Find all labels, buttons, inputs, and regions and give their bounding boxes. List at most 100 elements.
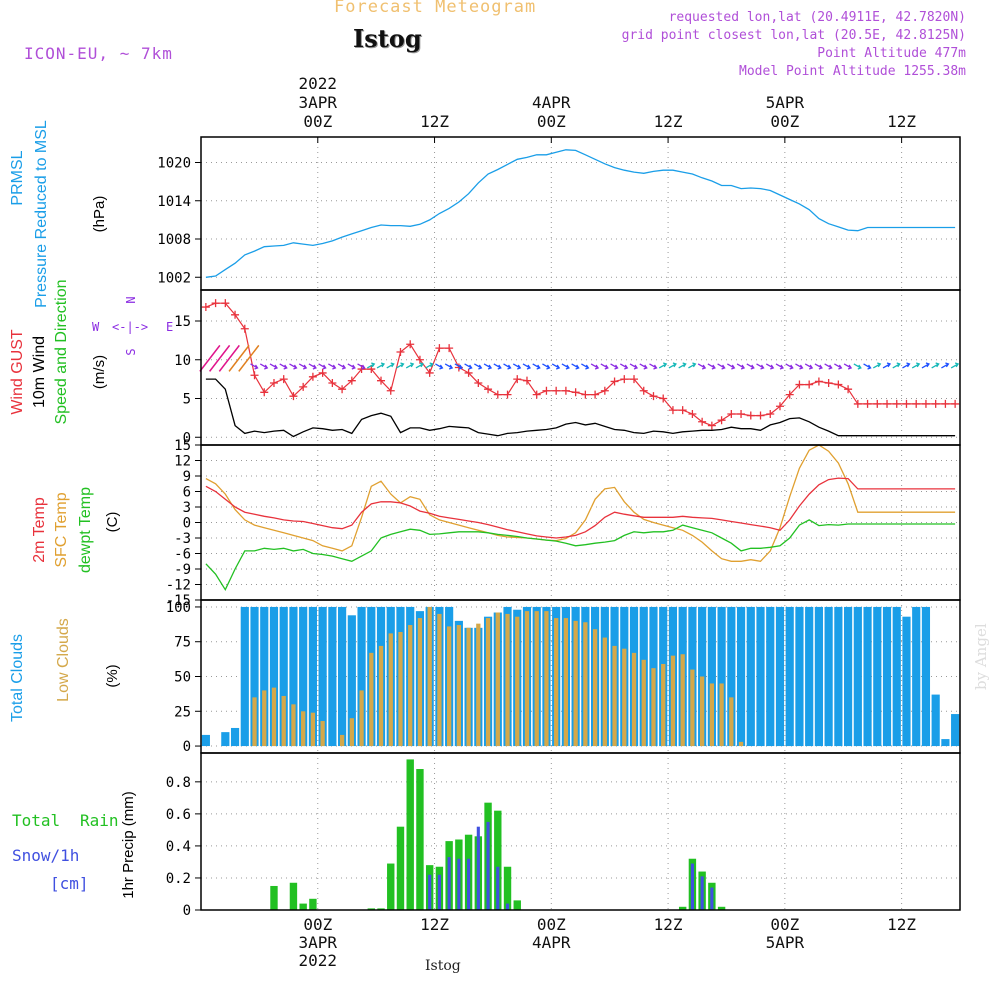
- gust-marker: [503, 390, 512, 399]
- total-clouds-bar: [707, 606, 716, 747]
- product-title: Forecast Meteogram: [334, 0, 537, 17]
- temperature-ytick-label: 12: [174, 454, 191, 470]
- wind-dir-arrow-strong: [228, 344, 250, 372]
- rain-bar: [503, 866, 512, 910]
- compass-e: E: [166, 320, 173, 334]
- low-clouds-bar: [699, 676, 705, 747]
- rain-bar: [367, 908, 375, 910]
- wind-dir-arrow: [717, 363, 726, 370]
- wind-dir-arrow: [911, 362, 921, 369]
- wind-dir-arrow: [522, 363, 531, 370]
- gust-marker: [668, 406, 677, 415]
- wind-dir-arrow: [425, 362, 434, 369]
- snow-bar: [457, 858, 461, 910]
- precip-ytick-label: 0.8: [166, 775, 191, 791]
- temperature-ytick-label: -15: [166, 593, 191, 609]
- gust-marker: [318, 368, 327, 377]
- total-clouds-bar: [230, 727, 240, 747]
- wind-dir-arrow: [289, 363, 298, 370]
- gust-marker: [347, 376, 356, 385]
- gust-marker: [542, 386, 551, 395]
- clouds-label-total: Total Clouds: [9, 634, 26, 722]
- wind-dir-arrow: [688, 362, 697, 369]
- wind-dir-arrow: [259, 363, 269, 370]
- gust-marker: [941, 399, 950, 408]
- wind-dir-arrow: [795, 363, 804, 370]
- point-altitude: Point Altitude 477m: [817, 46, 966, 61]
- snow-bar: [710, 887, 714, 910]
- precip-ytick-label: 0.2: [166, 871, 191, 887]
- pressure-ytick-label: 1014: [157, 194, 191, 210]
- wind-dir-arrow: [921, 362, 930, 369]
- low-clouds-bar: [476, 623, 481, 747]
- gust-marker: [201, 303, 210, 312]
- wind-ytick-label: 5: [183, 392, 191, 408]
- gust-marker: [698, 417, 707, 426]
- rain-bar: [416, 769, 424, 910]
- wind-dir-arrow: [405, 362, 415, 369]
- total-clouds-bar: [289, 606, 298, 747]
- gust-marker: [269, 379, 278, 387]
- wind-dir-arrow: [454, 363, 463, 370]
- gust-marker: [951, 399, 960, 408]
- low-clouds-bar: [573, 620, 578, 747]
- low-clouds-bar: [524, 611, 530, 747]
- pressure-panel-frame: [200, 136, 961, 291]
- low-clouds-bar: [709, 683, 715, 747]
- low-clouds-bar: [446, 626, 452, 747]
- gust-marker: [727, 410, 736, 418]
- precip-label-cm: [cm]: [50, 874, 89, 893]
- grid-point-coords: grid point closest lon,lat (20.5E, 42.81…: [621, 28, 966, 43]
- clouds-ytick-label: 25: [174, 704, 191, 720]
- gust-marker: [338, 385, 347, 394]
- total-clouds-bar: [844, 606, 853, 747]
- precip-panel-frame: [200, 752, 961, 911]
- wind-dir-arrow: [863, 363, 872, 370]
- wind-dir-arrow-strong: [218, 344, 240, 372]
- rain-bar: [387, 863, 395, 910]
- wind-dir-arrow: [328, 363, 337, 370]
- wind-dir-arrow: [250, 363, 259, 370]
- total-clouds-bar: [931, 694, 940, 747]
- rain-bar: [678, 906, 687, 910]
- gust-marker: [406, 340, 415, 349]
- wind-dir-arrow: [581, 363, 590, 370]
- low-clouds-bar: [281, 695, 286, 747]
- wind-dir-arrow: [902, 362, 911, 369]
- gust-marker: [824, 379, 833, 387]
- low-clouds-bar: [592, 629, 598, 747]
- gust-marker: [688, 410, 697, 418]
- gust-marker: [464, 368, 473, 377]
- wind-dir-arrow: [882, 362, 892, 369]
- gust-marker: [795, 380, 804, 389]
- gust-marker: [678, 406, 687, 415]
- temperature-ytick-label: -9: [174, 562, 191, 578]
- gust-marker: [737, 410, 746, 418]
- low-clouds-bar: [388, 633, 393, 747]
- wind-dir-arrow: [279, 363, 288, 370]
- wind-dir-arrow: [931, 362, 940, 369]
- rain-bar: [377, 908, 385, 910]
- precip-label-total: Total: [12, 811, 60, 830]
- pressure-ytick-label: 1002: [157, 270, 191, 286]
- snow-bar: [437, 874, 441, 910]
- wind-ytick-label: 10: [174, 353, 191, 369]
- temperature-ytick-label: -12: [166, 578, 191, 594]
- dewpt-line: [205, 519, 956, 592]
- total-clouds-bar: [717, 606, 726, 747]
- temperature-ytick-label: 9: [183, 469, 191, 485]
- total-clouds-bar: [882, 606, 892, 747]
- wind-dir-arrow: [727, 363, 736, 370]
- wind-dir-arrow: [376, 362, 386, 369]
- wind-label-gust: Wind GUST: [9, 329, 26, 415]
- wind-dir-arrow: [619, 363, 629, 370]
- low-clouds-bar: [729, 697, 734, 747]
- bottom-time-label: 12Z: [887, 915, 916, 934]
- low-clouds-bar: [641, 659, 646, 747]
- snow-bar: [447, 857, 451, 910]
- gust-marker: [493, 390, 502, 399]
- clouds-ytick-label: 0: [183, 739, 191, 755]
- wind-dir-arrow: [639, 363, 648, 370]
- wind-dir-arrow-strong: [199, 344, 221, 372]
- temperature-ytick-label: -6: [174, 547, 191, 563]
